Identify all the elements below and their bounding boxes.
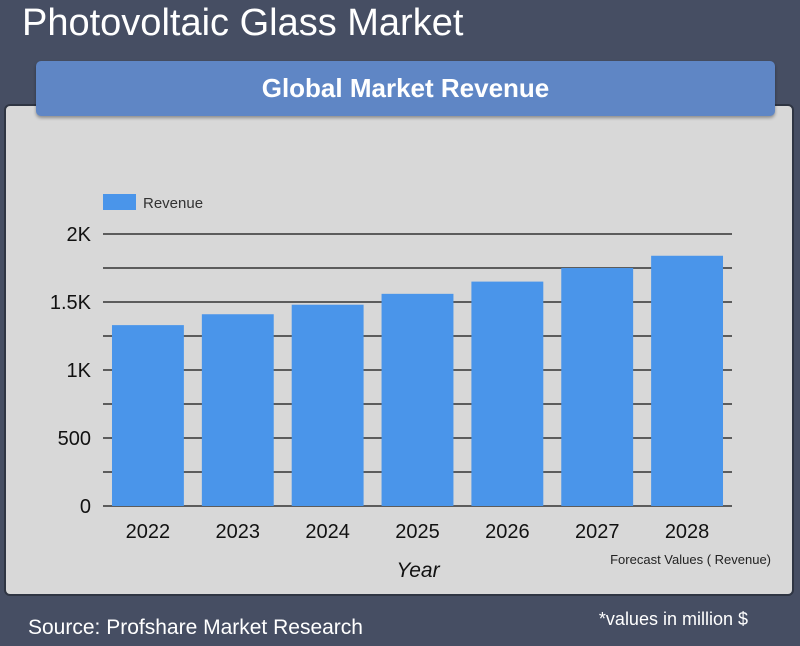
y-tick-label: 0 xyxy=(80,496,91,518)
chart-banner: Global Market Revenue xyxy=(36,61,775,116)
x-tick-label: 2022 xyxy=(126,521,171,543)
legend-swatch xyxy=(103,194,136,210)
page-title: Photovoltaic Glass Market xyxy=(22,2,464,44)
y-tick-label: 500 xyxy=(58,428,91,450)
legend-label: Revenue xyxy=(143,195,203,212)
y-tick-label: 1.5K xyxy=(50,292,92,314)
bar xyxy=(201,314,274,506)
x-tick-label: 2023 xyxy=(216,521,261,543)
bar xyxy=(381,293,454,506)
x-axis-title: Year xyxy=(396,559,440,582)
y-tick-label: 1K xyxy=(67,360,92,382)
source-text: Source: Profshare Market Research xyxy=(28,616,363,639)
x-tick-label: 2025 xyxy=(395,521,440,543)
x-tick-label: 2024 xyxy=(305,521,350,543)
x-tick-label: 2027 xyxy=(575,521,620,543)
units-note: *values in million $ xyxy=(598,609,748,629)
bar xyxy=(111,325,184,506)
y-tick-label: 2K xyxy=(67,224,92,246)
bar xyxy=(471,281,544,506)
bar xyxy=(291,304,364,506)
bar xyxy=(561,268,634,506)
chart-subtitle: Global Market Revenue xyxy=(261,73,550,103)
bar xyxy=(651,255,724,506)
x-tick-label: 2026 xyxy=(485,521,530,543)
x-tick-label: 2028 xyxy=(665,521,710,543)
forecast-note: Forecast Values ( Revenue) xyxy=(610,552,771,567)
